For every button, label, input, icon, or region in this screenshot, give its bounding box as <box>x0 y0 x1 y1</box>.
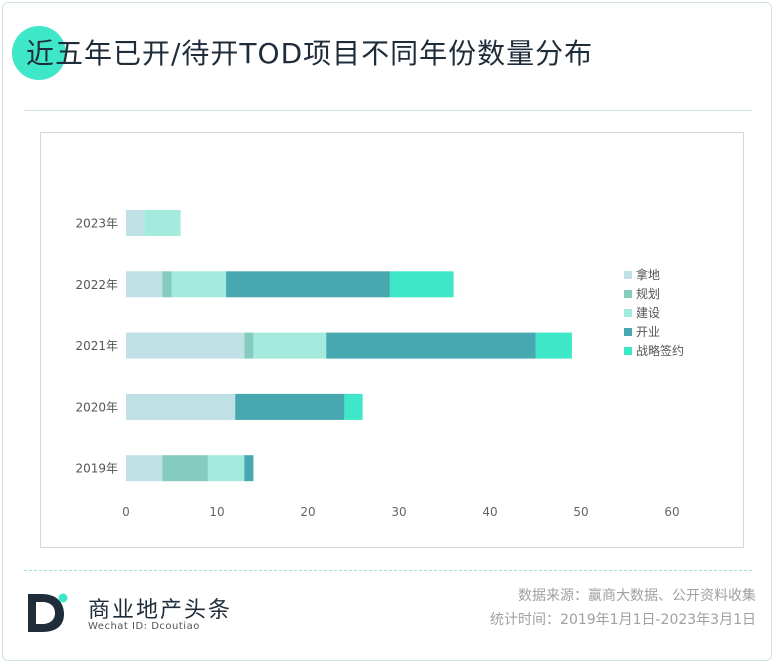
page-title: 近五年已开/待开TOD项目不同年份数量分布 <box>26 37 594 70</box>
bar-segment-0 <box>126 455 163 482</box>
brand-name: 商业地产头条 <box>88 598 233 623</box>
title-accent-dot <box>12 26 66 80</box>
bar-segment-2 <box>171 271 227 298</box>
brand-wechat-id: Wechat ID: Dcoutiao <box>88 621 200 632</box>
stacked-bar-chart: 2023年 2022年 2021年 2020年 2019年 0 10 20 30 40 50 60 拿地… <box>75 210 684 519</box>
legend-swatch <box>624 309 632 317</box>
x-tick-label: 0 <box>122 505 130 519</box>
y-tick-label: 2019年 <box>75 462 118 476</box>
x-tick-label: 50 <box>573 505 588 519</box>
legend-swatch <box>624 328 632 336</box>
legend-label: 开业 <box>636 325 660 339</box>
bar-segment-1 <box>162 271 172 298</box>
bar-segment-0 <box>126 271 163 298</box>
header-divider <box>24 110 752 111</box>
x-tick-label: 10 <box>209 505 224 519</box>
legend-label: 拿地 <box>636 267 660 282</box>
bar-segment-1 <box>162 455 208 482</box>
y-tick-label: 2020年 <box>75 400 118 414</box>
legend-label: 建设 <box>636 306 660 320</box>
legend-swatch <box>624 347 632 355</box>
y-tick-label: 2022年 <box>75 278 118 292</box>
x-tick-label: 30 <box>391 505 406 519</box>
legend-swatch <box>624 271 632 279</box>
bar-segment-1 <box>244 332 254 359</box>
x-tick-label: 20 <box>300 505 315 519</box>
bar-segment-3 <box>326 332 536 359</box>
bar-segment-2 <box>207 455 245 482</box>
bar-segment-2 <box>253 332 327 359</box>
x-tick-label: 40 <box>482 505 497 519</box>
x-tick-label: 60 <box>664 505 679 519</box>
legend-label: 规划 <box>636 286 660 301</box>
footer-divider <box>24 570 752 571</box>
bar-segment-3 <box>235 393 345 420</box>
y-tick-label: 2023年 <box>75 217 118 231</box>
legend-swatch <box>624 290 632 298</box>
bar-segment-3 <box>226 271 390 298</box>
statistics-period-note: 统计时间：2019年1月1日-2023年3月1日 <box>490 612 756 628</box>
bar-segment-2 <box>144 210 181 236</box>
bar-segment-4 <box>344 393 363 420</box>
bar-segment-4 <box>535 332 572 359</box>
bar-segment-0 <box>126 332 245 359</box>
brand-logo-icon <box>28 593 68 632</box>
data-source-note: 数据来源：赢商大数据、公开资料收集 <box>518 588 756 604</box>
bar-segment-0 <box>126 210 145 236</box>
legend-label: 战略签约 <box>636 343 684 358</box>
bar-segment-3 <box>244 455 254 482</box>
bar-segment-0 <box>126 393 236 420</box>
y-tick-label: 2021年 <box>75 339 118 353</box>
chart-panel: 2023年 2022年 2021年 2020年 2019年 0 10 20 30 40 50 60 拿地… <box>40 132 744 548</box>
bar-segment-4 <box>389 271 454 298</box>
